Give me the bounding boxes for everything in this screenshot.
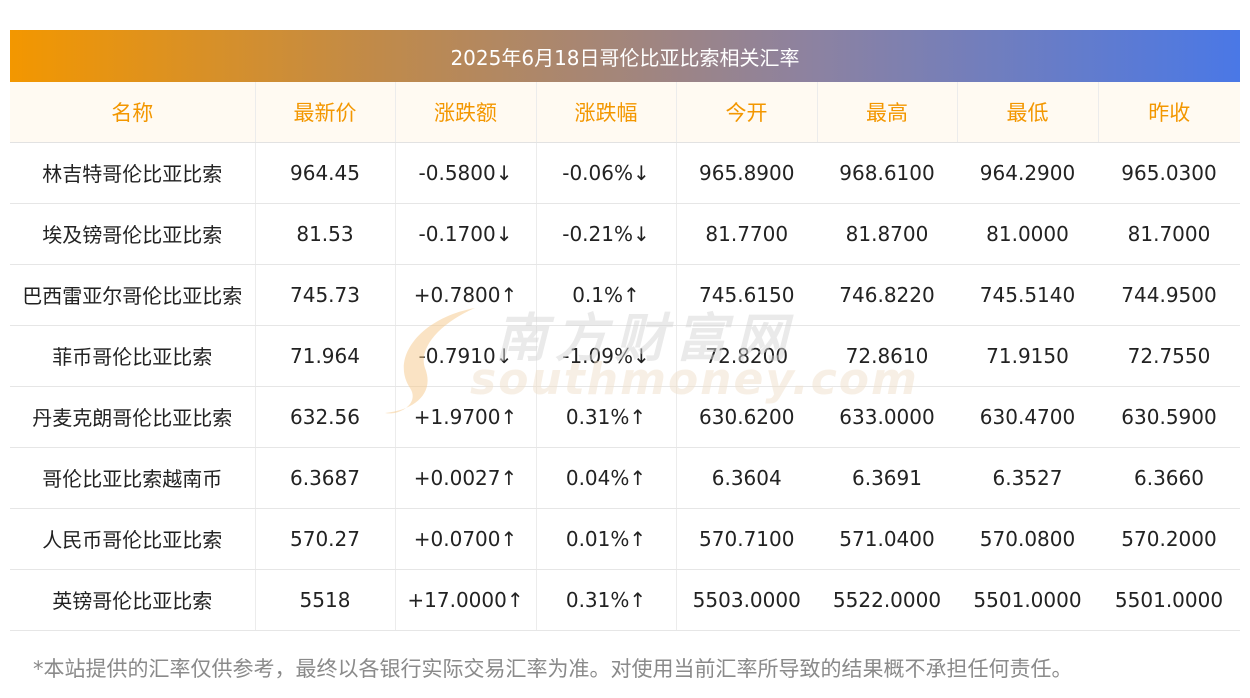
cell-prev-close: 630.5900 xyxy=(1098,386,1240,448)
col-header-prev-close: 昨收 xyxy=(1098,82,1240,143)
table-header-row: 名称 最新价 涨跌额 涨跌幅 今开 最高 最低 昨收 xyxy=(10,82,1240,143)
exchange-rate-table: 名称 最新价 涨跌额 涨跌幅 今开 最高 最低 昨收 林吉特哥伦比亚比索 964.… xyxy=(10,82,1240,631)
cell-latest: 745.73 xyxy=(255,264,396,326)
cell-change: +0.7800↑ xyxy=(395,264,537,326)
cell-prev-close: 965.0300 xyxy=(1098,142,1240,204)
cell-high: 571.0400 xyxy=(817,508,957,570)
cell-latest: 71.964 xyxy=(255,325,396,387)
cell-low: 964.2900 xyxy=(957,142,1098,204)
col-header-change: 涨跌额 xyxy=(395,82,537,143)
cell-latest: 964.45 xyxy=(255,142,396,204)
table-row: 英镑哥伦比亚比索 5518 +17.0000↑ 0.31%↑ 5503.0000 5522… xyxy=(10,569,1240,631)
cell-name: 英镑哥伦比亚比索 xyxy=(10,569,256,631)
cell-change-pct: 0.01%↑ xyxy=(536,508,677,570)
cell-change-pct: -0.06%↓ xyxy=(536,142,677,204)
cell-change-pct: 0.04%↑ xyxy=(536,447,677,509)
cell-high: 968.6100 xyxy=(817,142,957,204)
cell-open: 81.7700 xyxy=(676,203,817,265)
cell-prev-close: 72.7550 xyxy=(1098,325,1240,387)
col-header-high: 最高 xyxy=(817,82,958,143)
cell-name: 巴西雷亚尔哥伦比亚比索 xyxy=(10,264,256,326)
cell-change: +1.9700↑ xyxy=(395,386,537,448)
cell-change-pct: -0.21%↓ xyxy=(536,203,677,265)
cell-change: -0.5800↓ xyxy=(395,142,537,204)
cell-name: 林吉特哥伦比亚比索 xyxy=(10,142,256,204)
cell-open: 630.6200 xyxy=(676,386,817,448)
cell-latest: 81.53 xyxy=(255,203,396,265)
col-header-change-pct: 涨跌幅 xyxy=(536,82,677,143)
cell-name: 人民币哥伦比亚比索 xyxy=(10,508,256,570)
cell-low: 6.3527 xyxy=(957,447,1098,509)
cell-prev-close: 5501.0000 xyxy=(1098,569,1240,631)
cell-name: 埃及镑哥伦比亚比索 xyxy=(10,203,256,265)
cell-name: 哥伦比亚比索越南币 xyxy=(10,447,256,509)
cell-latest: 6.3687 xyxy=(255,447,396,509)
cell-high: 72.8610 xyxy=(817,325,957,387)
cell-open: 72.8200 xyxy=(676,325,817,387)
cell-low: 745.5140 xyxy=(957,264,1098,326)
cell-change: -0.7910↓ xyxy=(395,325,537,387)
cell-high: 81.8700 xyxy=(817,203,957,265)
cell-open: 965.8900 xyxy=(676,142,817,204)
rates-panel: 2025年6月18日哥伦比亚比索相关汇率 名称 最新价 涨跌额 涨跌幅 今开 最… xyxy=(10,30,1240,631)
cell-prev-close: 81.7000 xyxy=(1098,203,1240,265)
cell-name: 丹麦克朗哥伦比亚比索 xyxy=(10,386,256,448)
cell-high: 6.3691 xyxy=(817,447,957,509)
cell-low: 71.9150 xyxy=(957,325,1098,387)
cell-open: 6.3604 xyxy=(676,447,817,509)
cell-high: 633.0000 xyxy=(817,386,957,448)
col-header-name: 名称 xyxy=(10,82,256,143)
table-title: 2025年6月18日哥伦比亚比索相关汇率 xyxy=(10,30,1240,82)
cell-prev-close: 744.9500 xyxy=(1098,264,1240,326)
cell-change: +0.0027↑ xyxy=(395,447,537,509)
col-header-latest: 最新价 xyxy=(255,82,396,143)
col-header-open: 今开 xyxy=(676,82,818,143)
cell-low: 5501.0000 xyxy=(957,569,1098,631)
cell-low: 630.4700 xyxy=(957,386,1098,448)
cell-open: 5503.0000 xyxy=(676,569,817,631)
cell-open: 745.6150 xyxy=(676,264,817,326)
cell-change: +0.0700↑ xyxy=(395,508,537,570)
table-row: 人民币哥伦比亚比索 570.27 +0.0700↑ 0.01%↑ 570.7100 571… xyxy=(10,508,1240,570)
cell-high: 5522.0000 xyxy=(817,569,957,631)
table-row: 林吉特哥伦比亚比索 964.45 -0.5800↓ -0.06%↓ 965.8900 96… xyxy=(10,142,1240,204)
cell-change-pct: 0.31%↑ xyxy=(536,386,677,448)
cell-name: 菲币哥伦比亚比索 xyxy=(10,325,256,387)
cell-latest: 5518 xyxy=(255,569,396,631)
cell-high: 746.8220 xyxy=(817,264,957,326)
cell-low: 81.0000 xyxy=(957,203,1098,265)
table-row: 埃及镑哥伦比亚比索 81.53 -0.1700↓ -0.21%↓ 81.7700 81.8… xyxy=(10,203,1240,265)
cell-latest: 632.56 xyxy=(255,386,396,448)
table-row: 哥伦比亚比索越南币 6.3687 +0.0027↑ 0.04%↑ 6.3604 6.369… xyxy=(10,447,1240,509)
cell-prev-close: 6.3660 xyxy=(1098,447,1240,509)
col-header-low: 最低 xyxy=(957,82,1099,143)
cell-change: +17.0000↑ xyxy=(395,569,537,631)
cell-open: 570.7100 xyxy=(676,508,817,570)
table-row: 丹麦克朗哥伦比亚比索 632.56 +1.9700↑ 0.31%↑ 630.6200 63… xyxy=(10,386,1240,448)
cell-change-pct: -1.09%↓ xyxy=(536,325,677,387)
cell-prev-close: 570.2000 xyxy=(1098,508,1240,570)
cell-change: -0.1700↓ xyxy=(395,203,537,265)
table-row: 巴西雷亚尔哥伦比亚比索 745.73 +0.7800↑ 0.1%↑ 745.6150 74… xyxy=(10,264,1240,326)
table-row: 菲币哥伦比亚比索 71.964 -0.7910↓ -1.09%↓ 72.8200 72.8… xyxy=(10,325,1240,387)
cell-change-pct: 0.31%↑ xyxy=(536,569,677,631)
cell-low: 570.0800 xyxy=(957,508,1098,570)
cell-latest: 570.27 xyxy=(255,508,396,570)
cell-change-pct: 0.1%↑ xyxy=(536,264,677,326)
disclaimer-text: *本站提供的汇率仅供参考，最终以各银行实际交易汇率为准。对使用当前汇率所导致的结… xyxy=(33,657,1073,681)
